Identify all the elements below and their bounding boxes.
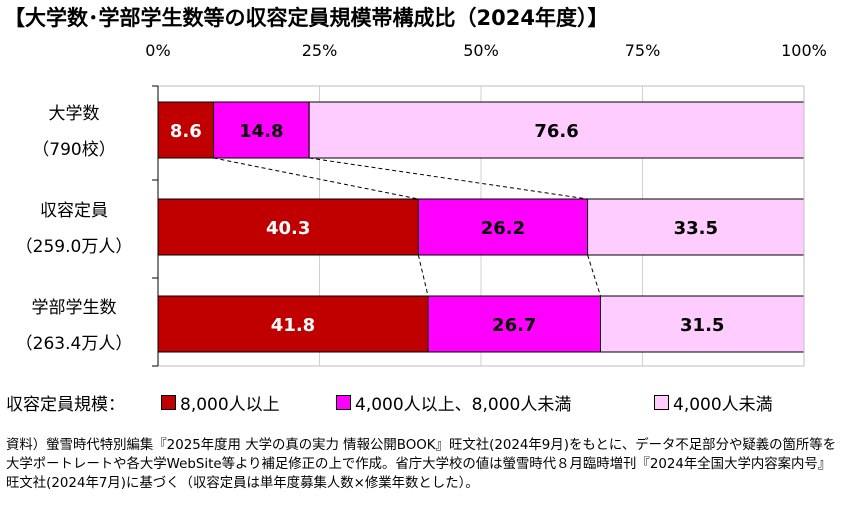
legend-swatch xyxy=(654,395,669,410)
legend-label: 4,000人以上、8,000人未満 xyxy=(355,395,572,415)
legend-label: 8,000人以上 xyxy=(180,395,280,415)
x-tick-label: 100% xyxy=(781,41,827,60)
legend-label: 4,000人未満 xyxy=(673,395,773,415)
x-tick-label: 0% xyxy=(145,41,170,60)
bar-segment xyxy=(157,198,419,256)
data-label: 31.5 xyxy=(680,315,724,336)
connector-line xyxy=(417,254,429,297)
chart-title: 【大学数･学部学生数等の収容定員規模帯構成比（2024年度）】 xyxy=(4,6,609,30)
connector-lines xyxy=(213,157,601,297)
data-label: 41.8 xyxy=(271,315,315,336)
bars: 8.6 14.8 76.6 40.3 26.2 33.5 41.8 26.7 31.5 xyxy=(157,101,805,353)
data-label: 8.6 xyxy=(170,121,202,142)
legend: 収容定員規模： 8,000人以上 4,000人以上、8,000人未満 4,000… xyxy=(6,388,844,416)
legend-title: 収容定員規模： xyxy=(6,395,125,415)
x-tick-label: 75% xyxy=(625,41,661,60)
data-label: 33.5 xyxy=(674,218,718,239)
category-label: 大学数 xyxy=(49,104,100,124)
category-sublabel: （790校） xyxy=(32,140,115,160)
plot-frame xyxy=(152,85,805,367)
category-label: 収容定員 xyxy=(40,201,108,221)
connector-line xyxy=(587,254,601,297)
x-tick-labels: 0% 25% 50% 75% 100% xyxy=(145,41,827,60)
x-tick-label: 25% xyxy=(302,41,338,60)
connector-line xyxy=(309,157,588,200)
connector-line xyxy=(213,157,419,200)
legend-swatch xyxy=(336,395,351,410)
legend-item-under-4000: 4,000人未満 xyxy=(654,390,773,415)
bar-segment xyxy=(427,295,602,353)
bar-segment xyxy=(587,198,805,256)
bar-segment xyxy=(213,101,310,159)
category-label: 学部学生数 xyxy=(32,298,117,318)
x-tick-label: 50% xyxy=(463,41,499,60)
data-label: 26.2 xyxy=(481,218,525,239)
category-sublabel: （263.4万人） xyxy=(16,334,133,354)
data-label: 40.3 xyxy=(266,218,310,239)
category-sublabel: （259.0万人） xyxy=(16,237,133,257)
data-label: 26.7 xyxy=(492,315,536,336)
data-label: 14.8 xyxy=(239,121,283,142)
stacked-bar-chart: 0% 25% 50% 75% 100% 8.6 14.8 76.6 40.3 26.2 33.5 4… xyxy=(16,41,827,367)
legend-swatch xyxy=(161,395,176,410)
legend-item-8000-over: 8,000人以上 xyxy=(161,390,280,415)
legend-item-4000-8000: 4,000人以上、8,000人未満 xyxy=(336,390,571,415)
category-labels: 大学数 （790校） 収容定員 （259.0万人） 学部学生数 （263.4万人） xyxy=(16,104,133,354)
bar-segment xyxy=(417,198,589,256)
bar-segment xyxy=(157,101,215,159)
bar-segment xyxy=(308,101,805,159)
data-label: 76.6 xyxy=(534,121,578,142)
source-note: 資料）螢雪時代特別編集『2025年度用 大学の真の実力 情報公開BOOK』旺文社… xyxy=(6,438,837,491)
